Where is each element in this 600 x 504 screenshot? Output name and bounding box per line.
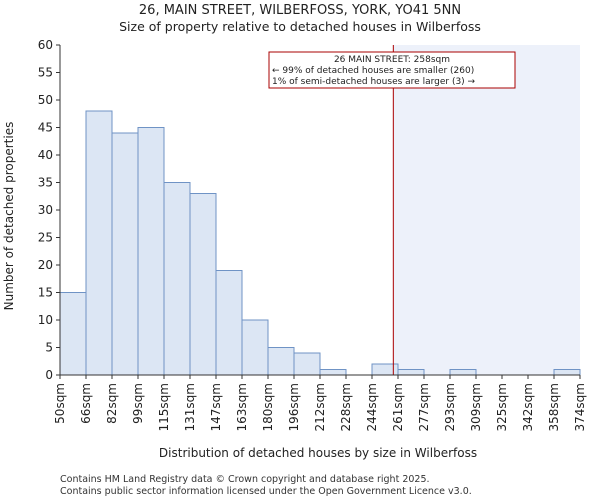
- y-tick-label: 10: [38, 313, 53, 327]
- bar: [319, 369, 347, 376]
- bar: [241, 319, 269, 376]
- annotation-line-3: 1% of semi-detached houses are larger (3…: [272, 77, 476, 87]
- x-tick-label: 325sqm: [495, 383, 509, 431]
- y-ticks-group: 0 5 10 15 20 25 30 35 40 45 50 55 60: [38, 38, 60, 382]
- x-axis-label: Distribution of detached houses by size …: [159, 446, 477, 460]
- highlight-region: [393, 45, 580, 375]
- y-tick-label: 5: [45, 341, 53, 355]
- x-tick-label: 131sqm: [183, 383, 197, 431]
- footer-line-1: Contains HM Land Registry data © Crown c…: [60, 474, 430, 485]
- bar: [59, 292, 87, 376]
- bar: [553, 369, 581, 376]
- x-tick-label: 342sqm: [521, 383, 535, 431]
- annotation-line-2: ← 99% of detached houses are smaller (26…: [272, 66, 474, 76]
- x-tick-label: 163sqm: [235, 383, 249, 431]
- y-tick-label: 60: [38, 38, 53, 52]
- bar: [371, 363, 399, 376]
- bar: [163, 182, 191, 376]
- annotation-box: 26 MAIN STREET: 258sqm ← 99% of detached…: [268, 51, 516, 89]
- x-tick-label: 293sqm: [443, 383, 457, 431]
- x-tick-label: 374sqm: [573, 383, 587, 431]
- y-tick-label: 50: [38, 93, 53, 107]
- y-tick-label: 40: [38, 148, 53, 162]
- x-tick-label: 82sqm: [105, 383, 119, 424]
- y-tick-label: 30: [38, 203, 53, 217]
- x-tick-label: 50sqm: [53, 383, 67, 424]
- x-tick-label: 147sqm: [209, 383, 223, 431]
- x-tick-label: 212sqm: [313, 383, 327, 431]
- x-tick-label: 99sqm: [131, 383, 145, 424]
- y-tick-label: 20: [38, 258, 53, 272]
- y-tick-label: 55: [38, 66, 53, 80]
- y-axis-label: Number of detached properties: [2, 122, 16, 311]
- x-tick-label: 244sqm: [365, 383, 379, 431]
- bar: [85, 110, 113, 376]
- footer-line-2: Contains public sector information licen…: [60, 486, 472, 497]
- x-tick-label: 228sqm: [339, 383, 353, 431]
- x-tick-label: 180sqm: [261, 383, 275, 431]
- chart-subtitle: Size of property relative to detached ho…: [119, 19, 481, 34]
- y-tick-label: 35: [38, 176, 53, 190]
- y-tick-label: 0: [45, 368, 53, 382]
- x-tick-label: 196sqm: [287, 383, 301, 431]
- x-tick-label: 309sqm: [469, 383, 483, 431]
- bar: [137, 127, 165, 376]
- chart-title: 26, MAIN STREET, WILBERFOSS, YORK, YO41 …: [139, 3, 461, 18]
- x-tick-label: 277sqm: [417, 383, 431, 431]
- bars-group: [59, 110, 581, 376]
- x-ticks-group: 50sqm 66sqm 82sqm 99sqm 115sqm 131sqm 147sqm 16…: [53, 375, 587, 431]
- bar: [267, 347, 295, 376]
- x-tick-label: 115sqm: [157, 383, 171, 431]
- bar: [397, 369, 425, 376]
- bar: [111, 132, 139, 376]
- bar: [293, 352, 321, 376]
- y-tick-label: 15: [38, 286, 53, 300]
- y-tick-label: 25: [38, 231, 53, 245]
- bar: [215, 270, 243, 376]
- annotation-line-1: 26 MAIN STREET: 258sqm: [334, 55, 450, 65]
- x-tick-label: 261sqm: [391, 383, 405, 431]
- bar: [189, 193, 217, 376]
- x-tick-label: 66sqm: [79, 383, 93, 424]
- annotation-frame: [268, 51, 516, 89]
- x-tick-label: 358sqm: [547, 383, 561, 431]
- y-tick-label: 45: [38, 121, 53, 135]
- bar: [449, 369, 477, 376]
